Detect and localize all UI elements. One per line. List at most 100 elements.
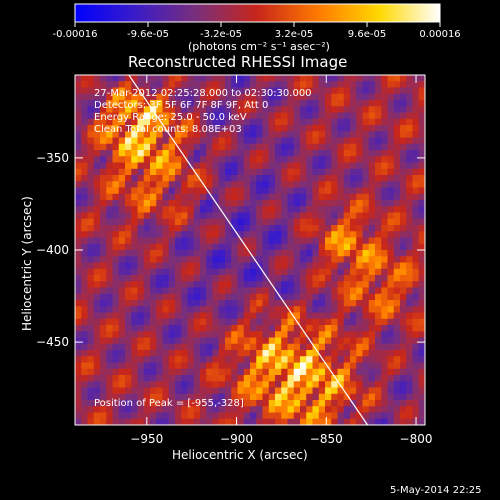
heatmap-cell: [112, 356, 120, 363]
heatmap-cell: [93, 412, 101, 420]
heatmap-cell: [175, 393, 182, 401]
heatmap-cell: [375, 393, 382, 401]
heatmap-cell: [356, 418, 363, 426]
heatmap-cell: [212, 256, 220, 263]
heatmap-cell: [375, 418, 382, 426]
heatmap-cell: [412, 156, 420, 163]
heatmap-cell: [406, 343, 413, 351]
heatmap-cell: [118, 237, 126, 245]
heatmap-cell: [268, 125, 276, 132]
heatmap-cell: [275, 281, 282, 288]
heatmap-cell: [206, 293, 213, 301]
heatmap-cell: [262, 412, 270, 420]
heatmap-cell: [206, 256, 213, 263]
heatmap-cell: [193, 356, 201, 363]
heatmap-cell: [125, 225, 132, 232]
heatmap-cell: [131, 181, 138, 188]
heatmap-cell: [106, 131, 113, 138]
heatmap-cell: [250, 393, 257, 401]
heatmap-cell: [100, 218, 107, 226]
heatmap-cell: [193, 300, 201, 307]
heatmap-cell: [218, 131, 226, 138]
heatmap-cell: [243, 143, 251, 151]
heatmap-cell: [256, 356, 263, 363]
heatmap-cell: [256, 168, 263, 176]
heatmap-cell: [168, 275, 176, 282]
heatmap-cell: [225, 281, 232, 288]
heatmap-cell: [81, 93, 88, 101]
heatmap-cell: [393, 143, 401, 151]
heatmap-cell: [225, 118, 232, 126]
heatmap-cell: [368, 131, 376, 138]
heatmap-cell: [225, 412, 232, 420]
heatmap-cell: [100, 100, 107, 107]
heatmap-cell: [325, 206, 332, 213]
heatmap-cell: [187, 331, 195, 338]
heatmap-cell: [256, 75, 263, 82]
heatmap-cell: [262, 368, 270, 376]
heatmap-cell: [393, 231, 401, 238]
heatmap-cell: [287, 125, 295, 132]
heatmap-cell: [156, 243, 163, 251]
heatmap-cell: [87, 306, 95, 313]
heatmap-cell: [175, 106, 182, 113]
heatmap-cell: [168, 237, 176, 245]
heatmap-cell: [300, 262, 307, 270]
heatmap-cell: [412, 231, 420, 238]
heatmap-cell: [256, 225, 263, 232]
heatmap-cell: [312, 87, 320, 95]
heatmap-cell: [137, 412, 145, 420]
heatmap-cell: [381, 87, 388, 95]
heatmap-cell: [106, 400, 113, 407]
heatmap-cell: [106, 143, 113, 151]
heatmap-cell: [406, 387, 413, 395]
heatmap-cell: [118, 362, 126, 370]
heatmap-cell: [312, 250, 320, 257]
heatmap-cell: [337, 400, 345, 407]
heatmap-cell: [250, 81, 257, 88]
heatmap-cell: [331, 112, 338, 120]
heatmap-cell: [193, 81, 201, 88]
heatmap-cell: [87, 181, 95, 188]
heatmap-cell: [112, 287, 120, 295]
heatmap-cell: [287, 100, 295, 107]
heatmap-cell: [406, 412, 413, 420]
heatmap-cell: [243, 268, 251, 276]
heatmap-cell: [218, 250, 226, 257]
heatmap-cell: [375, 200, 382, 207]
heatmap-cell: [156, 225, 163, 232]
heatmap-cell: [412, 143, 420, 151]
heatmap-cell: [212, 306, 220, 313]
heatmap-cell: [100, 356, 107, 363]
heatmap-cell: [268, 387, 276, 395]
heatmap-cell: [412, 87, 420, 95]
heatmap-cell: [181, 237, 188, 245]
heatmap-cell: [143, 362, 151, 370]
heatmap-cell: [118, 218, 126, 226]
heatmap-cell: [306, 93, 313, 101]
heatmap-cell: [406, 231, 413, 238]
heatmap-cell: [181, 193, 188, 201]
heatmap-cell: [268, 368, 276, 376]
heatmap-cell: [312, 412, 320, 420]
heatmap-cell: [125, 368, 132, 376]
heatmap-cell: [400, 237, 407, 245]
heatmap-cell: [318, 231, 326, 238]
heatmap-cell: [393, 331, 401, 338]
heatmap-cell: [250, 156, 257, 163]
heatmap-cell: [118, 287, 126, 295]
heatmap-cell: [100, 175, 107, 182]
heatmap-cell: [418, 175, 426, 182]
heatmap-cell: [225, 293, 232, 301]
heatmap-cell: [93, 125, 101, 132]
heatmap-cell: [406, 368, 413, 376]
heatmap-cell: [356, 387, 363, 395]
heatmap-cell: [412, 406, 420, 413]
heatmap-cell: [168, 187, 176, 195]
heatmap-cell: [181, 81, 188, 88]
heatmap-cell: [81, 412, 88, 420]
heatmap-cell: [362, 237, 370, 245]
heatmap-cell: [237, 150, 245, 157]
heatmap-cell: [350, 287, 357, 295]
heatmap-cell: [362, 375, 370, 382]
